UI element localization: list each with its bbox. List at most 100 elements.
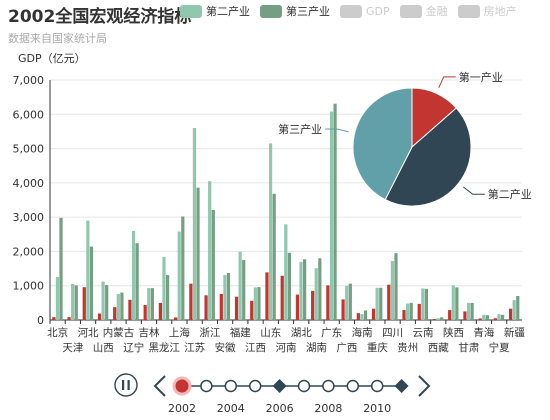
pause-icon bbox=[127, 380, 130, 390]
timeline-point[interactable] bbox=[394, 379, 409, 393]
x-tick-label: 云南 bbox=[413, 326, 434, 339]
bar-3-7 bbox=[165, 275, 170, 320]
bar-3-30 bbox=[516, 296, 520, 320]
x-tick-label: 广东 bbox=[321, 326, 342, 339]
pie-slice-3 bbox=[352, 87, 413, 201]
y-tick-label: 4,000 bbox=[13, 177, 45, 190]
legend-swatch bbox=[399, 4, 422, 18]
timeline-point[interactable] bbox=[200, 379, 213, 393]
x-tick-label: 青海 bbox=[473, 326, 494, 339]
y-tick-label: 6,000 bbox=[13, 108, 45, 121]
legend: 第二产业 第三产业 GDP 金融 房地产 bbox=[180, 3, 517, 19]
x-tick-label: 安徽 bbox=[215, 341, 236, 354]
bar-2-1 bbox=[71, 284, 75, 320]
next-icon[interactable] bbox=[418, 375, 431, 397]
bar-1-4 bbox=[113, 307, 117, 320]
play-pause-button[interactable] bbox=[114, 373, 138, 397]
bar-2-16 bbox=[299, 262, 303, 320]
bar-2-24 bbox=[421, 288, 425, 320]
x-tick-label: 山西 bbox=[93, 342, 114, 354]
bar-2-11 bbox=[223, 275, 227, 320]
bar-3-8 bbox=[181, 216, 185, 320]
legend-label: 第二产业 bbox=[206, 5, 250, 18]
x-tick-label: 内蒙古 bbox=[103, 326, 135, 339]
bar-2-15 bbox=[284, 224, 288, 320]
x-tick-label: 上海 bbox=[169, 326, 190, 339]
bar-1-20 bbox=[356, 313, 360, 320]
bar-3-14 bbox=[272, 193, 276, 320]
pie-label-line bbox=[325, 128, 349, 133]
legend-swatch bbox=[180, 4, 202, 18]
bar-2-14 bbox=[268, 143, 273, 320]
bar-1-9 bbox=[189, 283, 193, 320]
legend-item-1[interactable]: 第二产业 bbox=[180, 3, 250, 19]
x-tick-label: 广西 bbox=[336, 342, 357, 354]
bar-3-19 bbox=[348, 283, 352, 320]
bar-2-9 bbox=[192, 128, 197, 320]
timeline-label: 2006 bbox=[266, 402, 294, 415]
timeline-label: 2004 bbox=[217, 402, 245, 415]
bar-1-23 bbox=[402, 310, 406, 320]
x-tick-label: 江西 bbox=[245, 342, 266, 354]
x-tick-label: 陕西 bbox=[443, 326, 464, 339]
bar-2-19 bbox=[345, 285, 349, 320]
bar-2-6 bbox=[147, 288, 151, 320]
bar-2-5 bbox=[131, 230, 136, 320]
bar-3-24 bbox=[424, 288, 429, 320]
bar-1-24 bbox=[417, 303, 421, 320]
timeline-point[interactable] bbox=[248, 379, 262, 393]
legend-swatch bbox=[340, 4, 362, 18]
timeline-point[interactable] bbox=[370, 379, 384, 393]
bar-2-2 bbox=[86, 220, 90, 320]
chart-title: 2002全国宏观经济指标 bbox=[8, 7, 192, 27]
x-tick-label: 山东 bbox=[260, 326, 281, 339]
bar-2-20 bbox=[360, 314, 364, 320]
bar-3-16 bbox=[303, 259, 307, 320]
x-tick-label: 河北 bbox=[78, 327, 99, 339]
bar-1-29 bbox=[493, 318, 497, 320]
bar-1-14 bbox=[265, 272, 269, 320]
legend-item-5[interactable]: 房地产 bbox=[457, 3, 517, 19]
timeline-point[interactable] bbox=[297, 379, 311, 393]
pie-label-line bbox=[438, 76, 456, 88]
bar-1-15 bbox=[280, 275, 284, 320]
bar-1-26 bbox=[448, 310, 452, 320]
x-tick-label: 宁夏 bbox=[489, 341, 510, 354]
x-tick-label: 河南 bbox=[276, 341, 297, 354]
timeline-point[interactable] bbox=[224, 379, 238, 393]
bar-1-6 bbox=[143, 305, 147, 320]
x-tick-label: 天津 bbox=[62, 342, 83, 354]
bar-2-22 bbox=[390, 261, 394, 320]
bar-2-28 bbox=[482, 314, 486, 320]
bar-3-0 bbox=[59, 217, 63, 320]
timeline-point[interactable] bbox=[272, 379, 287, 393]
bar-2-10 bbox=[208, 181, 212, 320]
timeline-point[interactable] bbox=[322, 379, 335, 393]
timeline-point[interactable] bbox=[172, 376, 192, 396]
bar-2-27 bbox=[466, 302, 471, 320]
bar-1-18 bbox=[326, 285, 330, 320]
bar-2-0 bbox=[55, 277, 60, 320]
x-tick-label: 辽宁 bbox=[123, 341, 144, 354]
prev-icon[interactable] bbox=[153, 375, 166, 397]
bar-3-20 bbox=[363, 310, 368, 320]
x-tick-label: 甘肃 bbox=[458, 341, 479, 354]
legend-item-2[interactable]: 第三产业 bbox=[260, 3, 330, 19]
legend-item-4[interactable]: 金融 bbox=[399, 3, 448, 19]
bar-1-0 bbox=[52, 317, 56, 320]
legend-label: 房地产 bbox=[483, 5, 517, 18]
bar-1-10 bbox=[204, 295, 208, 320]
bar-2-4 bbox=[116, 293, 120, 320]
y-tick-label: 2,000 bbox=[13, 245, 45, 258]
bar-1-30 bbox=[508, 308, 513, 320]
legend-swatch bbox=[260, 4, 282, 18]
x-tick-label: 北京 bbox=[47, 326, 68, 339]
legend-item-3[interactable]: GDP bbox=[340, 3, 390, 19]
bar-1-28 bbox=[478, 318, 482, 320]
bar-3-22 bbox=[394, 253, 398, 320]
y-axis-label: GDP（亿元） bbox=[18, 52, 86, 65]
bar-3-13 bbox=[257, 287, 261, 320]
x-tick-label: 湖北 bbox=[291, 327, 312, 339]
bar-3-4 bbox=[120, 292, 124, 320]
timeline-point[interactable] bbox=[346, 379, 360, 393]
